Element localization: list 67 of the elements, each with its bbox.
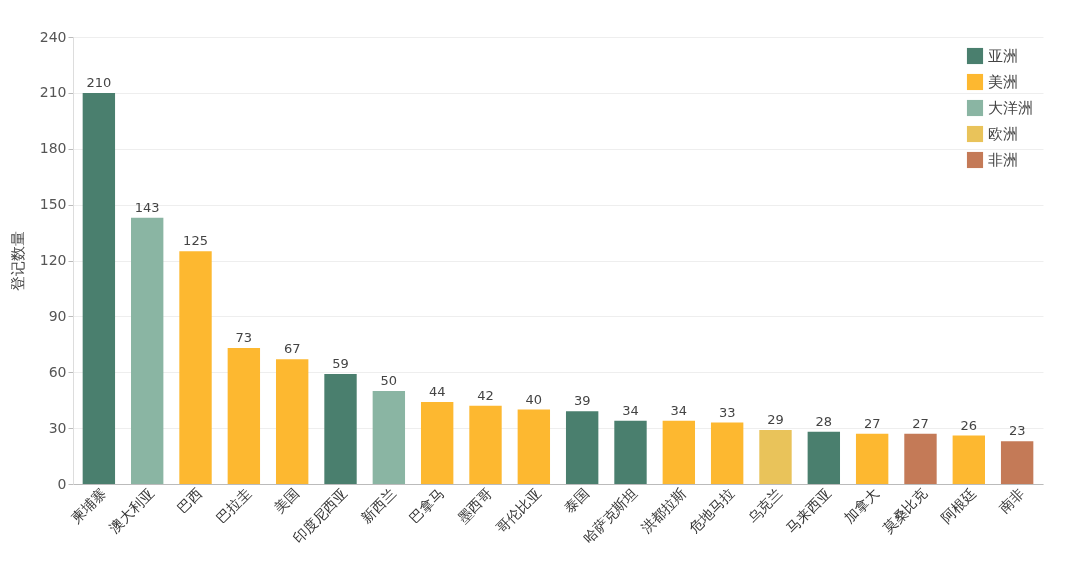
bar bbox=[469, 405, 502, 484]
legend-label: 非洲 bbox=[988, 151, 1018, 169]
data-label: 73 bbox=[235, 330, 253, 346]
legend-label: 大洋洲 bbox=[988, 99, 1033, 117]
data-label: 143 bbox=[134, 199, 160, 215]
data-label: 29 bbox=[767, 411, 784, 427]
bar bbox=[1000, 441, 1034, 484]
x-tick-label: 巴西 bbox=[174, 485, 206, 517]
y-tick-label: 90 bbox=[48, 307, 67, 324]
data-label: 33 bbox=[718, 404, 736, 420]
bar bbox=[179, 251, 212, 484]
x-tick-label: 洪都拉斯 bbox=[637, 485, 689, 536]
bar bbox=[904, 433, 937, 484]
data-label: 59 bbox=[332, 356, 349, 372]
y-tick-label: 60 bbox=[48, 363, 67, 380]
bar bbox=[614, 420, 647, 484]
x-tick-label: 巴拉圭 bbox=[212, 485, 254, 527]
y-axis-title: 登记数量 bbox=[8, 231, 27, 291]
bar bbox=[952, 435, 985, 484]
bar bbox=[759, 429, 792, 484]
x-tick-label: 危地马拉 bbox=[686, 485, 738, 536]
data-label: 42 bbox=[477, 387, 494, 403]
x-tick-label: 澳大利亚 bbox=[106, 485, 158, 536]
bar bbox=[131, 217, 164, 484]
data-label: 26 bbox=[960, 417, 978, 433]
y-tick-label: 240 bbox=[39, 28, 67, 45]
bar bbox=[420, 402, 454, 484]
data-label: 23 bbox=[1008, 423, 1026, 439]
bar bbox=[324, 374, 357, 484]
y-tick-label: 150 bbox=[39, 196, 67, 213]
bar bbox=[662, 420, 696, 484]
bar bbox=[807, 431, 841, 484]
data-label: 27 bbox=[863, 415, 881, 431]
data-label: 27 bbox=[912, 415, 929, 431]
data-label: 67 bbox=[283, 341, 301, 357]
y-tick-label: 120 bbox=[39, 252, 67, 268]
data-label: 125 bbox=[183, 233, 208, 249]
data-label: 34 bbox=[622, 402, 639, 418]
data-label: 39 bbox=[573, 393, 591, 409]
x-tick-label: 南非 bbox=[995, 485, 1028, 517]
x-tick-label: 泰国 bbox=[560, 485, 593, 517]
bar bbox=[565, 411, 599, 484]
x-tick-label: 美国 bbox=[270, 485, 303, 517]
legend-label: 美洲 bbox=[988, 73, 1018, 91]
y-tick-label: 30 bbox=[48, 419, 67, 436]
bar bbox=[82, 92, 116, 484]
data-label: 34 bbox=[670, 402, 688, 418]
x-tick-label: 巴拿马 bbox=[406, 485, 448, 527]
bar bbox=[517, 409, 551, 484]
x-tick-label: 柬埔寨 bbox=[67, 485, 109, 527]
x-tick-label: 阿根廷 bbox=[937, 485, 979, 527]
y-tick-label: 0 bbox=[57, 475, 67, 492]
y-tick-label: 210 bbox=[39, 84, 67, 101]
bar bbox=[372, 390, 406, 484]
legend-label: 亚洲 bbox=[988, 47, 1018, 65]
data-label: 50 bbox=[380, 372, 398, 388]
data-label: 28 bbox=[815, 413, 833, 429]
data-label: 210 bbox=[86, 74, 112, 90]
data-label: 40 bbox=[525, 391, 543, 407]
legend-label: 欧洲 bbox=[988, 125, 1018, 143]
x-tick-label: 新西兰 bbox=[357, 485, 399, 527]
bar bbox=[710, 422, 744, 484]
bar bbox=[855, 433, 889, 484]
y-tick-label: 180 bbox=[39, 140, 67, 157]
bar bbox=[275, 359, 309, 484]
bar bbox=[227, 348, 261, 484]
data-label: 44 bbox=[428, 384, 446, 400]
